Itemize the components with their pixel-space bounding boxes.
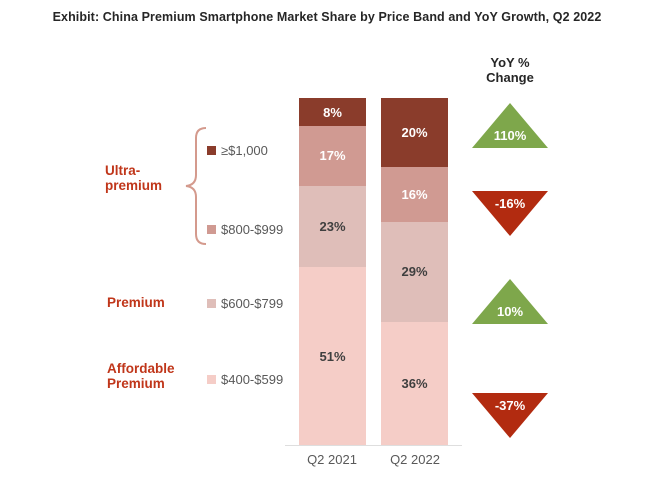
legend-swatch-icon bbox=[207, 224, 216, 234]
yoy-down-triangle-400-599: -37% bbox=[472, 393, 548, 438]
segment-value-label: 51% bbox=[319, 348, 346, 364]
yoy-column-header: YoY % Change bbox=[460, 55, 560, 85]
group-label-ultra-premium: Ultra-premium bbox=[105, 163, 162, 193]
legend-swatch-icon bbox=[207, 374, 216, 384]
group-label-line: Ultra- bbox=[105, 163, 141, 178]
legend-swatch-icon bbox=[207, 145, 216, 155]
bar-q2-2022: 20% 16% 29% 36% bbox=[381, 98, 448, 446]
segment-600-799-q2-2022: 29% bbox=[381, 222, 448, 322]
segment-800-999-q2-2021: 17% bbox=[299, 126, 366, 186]
segment-value-label: 16% bbox=[401, 186, 428, 202]
segment-600-799-q2-2021: 23% bbox=[299, 185, 366, 267]
yoy-value-label: 110% bbox=[493, 128, 527, 143]
x-axis-label-q2-2022: Q2 2022 bbox=[390, 452, 440, 467]
legend-label: $600-$799 bbox=[221, 295, 284, 311]
segment-value-label: 8% bbox=[323, 104, 342, 120]
group-label-premium: Premium bbox=[107, 295, 165, 310]
group-label-line: Affordable bbox=[107, 361, 175, 376]
segment-1-000-q2-2021: 8% bbox=[299, 98, 366, 127]
segment-value-label: 17% bbox=[319, 148, 346, 164]
segment-value-label: 23% bbox=[319, 218, 346, 234]
yoy-value-label: 10% bbox=[496, 304, 524, 319]
segment-400-599-q2-2022: 36% bbox=[381, 321, 448, 446]
ultra-premium-brace bbox=[185, 127, 207, 245]
legend-item-600-799: $600-$799 bbox=[207, 295, 283, 311]
legend-label: $800-$999 bbox=[221, 221, 284, 237]
legend-item-800-999: $800-$999 bbox=[207, 221, 283, 237]
legend-swatch-icon bbox=[207, 298, 216, 308]
yoy-header-line1: YoY % bbox=[490, 55, 530, 70]
group-label-line: Premium bbox=[107, 295, 165, 310]
bar-q2-2021: 8% 17% 23% 51% bbox=[299, 98, 366, 446]
yoy-value-label: -16% bbox=[494, 196, 526, 211]
group-label-affordable-premium: Affordable Premium bbox=[107, 361, 175, 391]
group-label-line: premium bbox=[105, 178, 163, 193]
segment-value-label: 29% bbox=[401, 264, 428, 280]
chart-title: Exhibit: China Premium Smartphone Market… bbox=[52, 10, 602, 24]
segment-800-999-q2-2022: 16% bbox=[381, 166, 448, 223]
segment-400-599-q2-2021: 51% bbox=[299, 266, 366, 446]
legend-label: ≥$1,000 bbox=[221, 142, 268, 158]
legend-item-1-000: ≥$1,000 bbox=[207, 142, 268, 158]
yoy-up-triangle-1-000: 110% bbox=[472, 103, 548, 148]
x-axis-label-q2-2021: Q2 2021 bbox=[307, 452, 357, 467]
yoy-value-label: -37% bbox=[494, 398, 526, 413]
segment-1-000-q2-2022: 20% bbox=[381, 98, 448, 167]
yoy-down-triangle-800-999: -16% bbox=[472, 191, 548, 236]
yoy-header-line2: Change bbox=[486, 70, 534, 85]
x-axis-line bbox=[285, 445, 462, 446]
segment-value-label: 20% bbox=[401, 124, 428, 140]
group-label-line: Premium bbox=[107, 376, 165, 391]
segment-value-label: 36% bbox=[401, 376, 428, 392]
yoy-up-triangle-600-799: 10% bbox=[472, 279, 548, 324]
legend-item-400-599: $400-$599 bbox=[207, 371, 283, 387]
legend-label: $400-$599 bbox=[221, 371, 284, 387]
